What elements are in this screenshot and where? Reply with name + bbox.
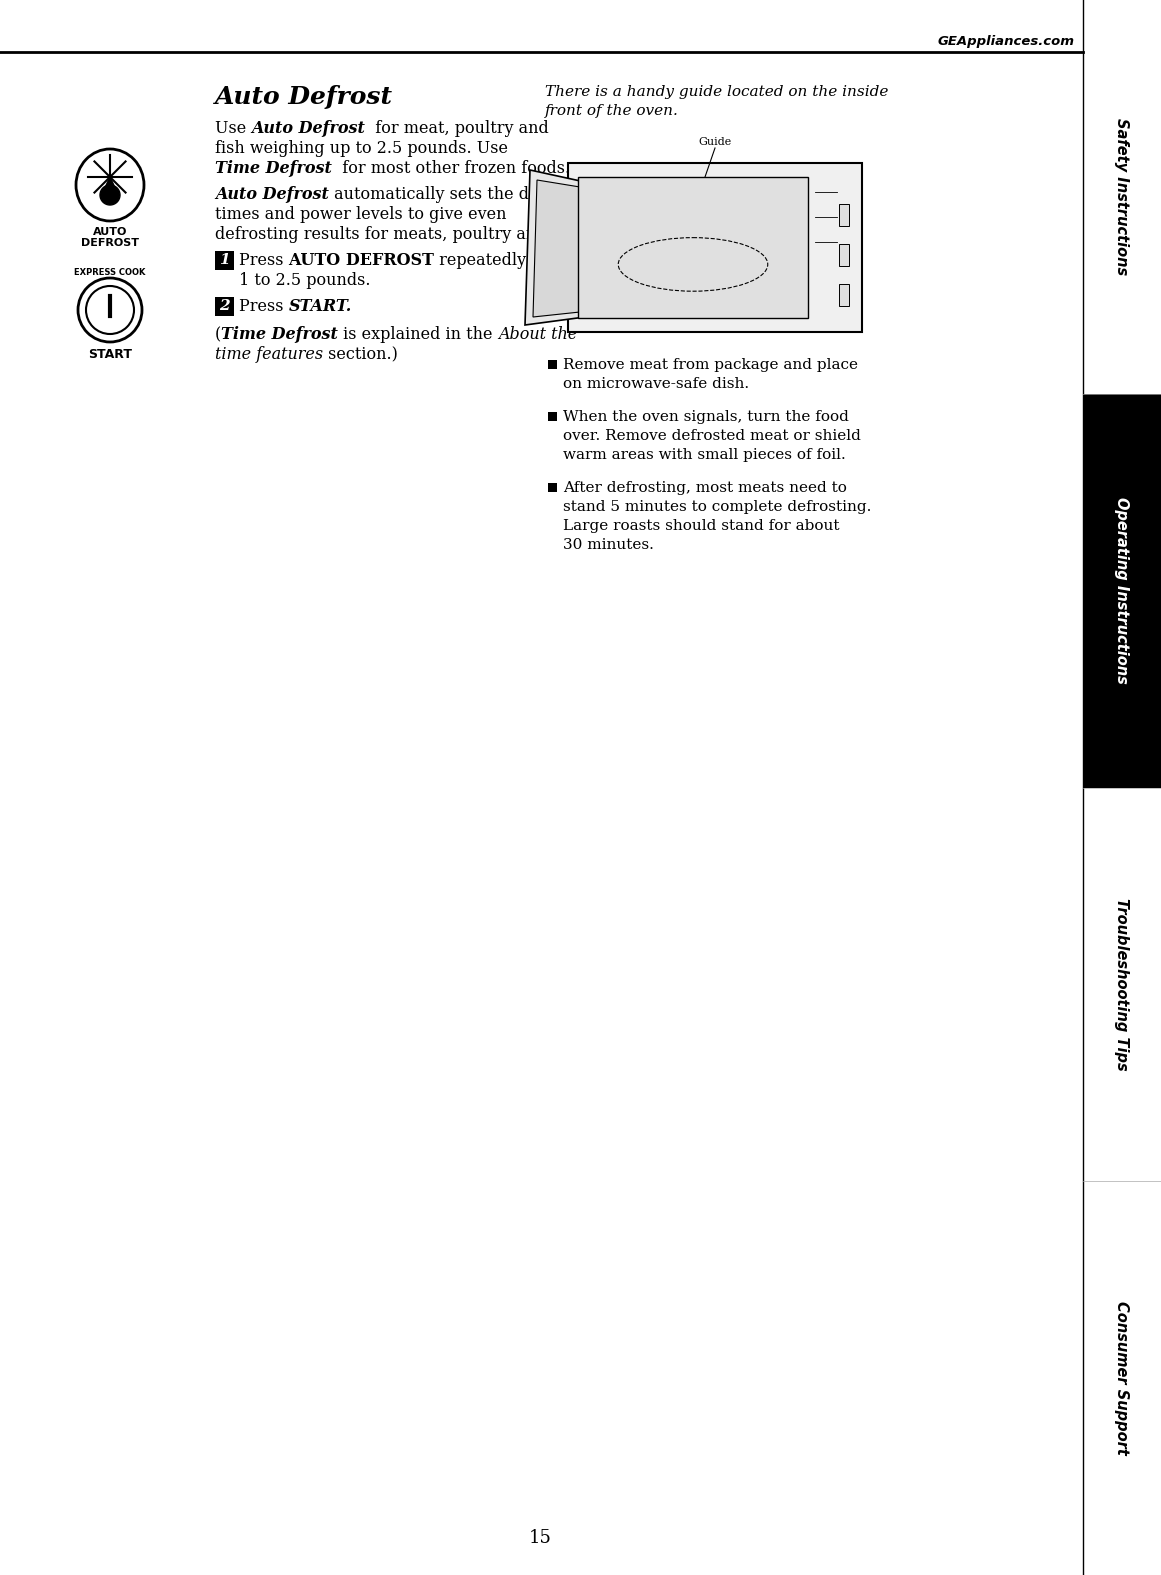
Polygon shape bbox=[103, 176, 117, 192]
Text: Press: Press bbox=[239, 252, 289, 269]
Text: for most other frozen foods.: for most other frozen foods. bbox=[332, 161, 570, 176]
Text: Press: Press bbox=[239, 298, 289, 315]
Text: on microwave-safe dish.: on microwave-safe dish. bbox=[563, 376, 749, 391]
Text: EXPRESS COOK: EXPRESS COOK bbox=[74, 268, 145, 277]
FancyBboxPatch shape bbox=[578, 176, 808, 318]
Text: times and power levels to give even: times and power levels to give even bbox=[215, 206, 506, 224]
Text: There is a handy guide located on the inside
front of the oven.: There is a handy guide located on the in… bbox=[545, 85, 888, 118]
Text: Auto Defrost: Auto Defrost bbox=[215, 85, 394, 109]
Text: After defrosting, most meats need to: After defrosting, most meats need to bbox=[563, 480, 846, 495]
Text: Large roasts should stand for about: Large roasts should stand for about bbox=[563, 520, 839, 532]
Text: is explained in the: is explained in the bbox=[338, 326, 498, 343]
Text: Time Defrost: Time Defrost bbox=[215, 161, 332, 176]
Circle shape bbox=[100, 184, 120, 205]
FancyBboxPatch shape bbox=[839, 244, 849, 266]
FancyBboxPatch shape bbox=[839, 284, 849, 306]
Text: warm areas with small pieces of foil.: warm areas with small pieces of foil. bbox=[563, 447, 845, 461]
Text: 1 to 2.5 pounds.: 1 to 2.5 pounds. bbox=[239, 272, 370, 288]
Text: START: START bbox=[88, 348, 132, 361]
FancyBboxPatch shape bbox=[548, 484, 557, 491]
FancyBboxPatch shape bbox=[568, 162, 861, 332]
FancyBboxPatch shape bbox=[839, 205, 849, 225]
Text: repeatedly to select: repeatedly to select bbox=[434, 252, 601, 269]
Text: Troubleshooting Tips: Troubleshooting Tips bbox=[1115, 898, 1130, 1071]
Text: Remove meat from package and place: Remove meat from package and place bbox=[563, 358, 858, 372]
Polygon shape bbox=[533, 180, 580, 317]
FancyBboxPatch shape bbox=[215, 298, 235, 317]
FancyBboxPatch shape bbox=[548, 361, 557, 369]
FancyBboxPatch shape bbox=[1083, 0, 1161, 394]
Text: stand 5 minutes to complete defrosting.: stand 5 minutes to complete defrosting. bbox=[563, 499, 872, 513]
Text: Consumer Support: Consumer Support bbox=[1115, 1301, 1130, 1455]
Text: 15: 15 bbox=[529, 1529, 551, 1547]
FancyBboxPatch shape bbox=[1083, 394, 1161, 788]
Text: 2: 2 bbox=[219, 299, 230, 313]
Text: for meat, poultry and: for meat, poultry and bbox=[366, 120, 549, 137]
Text: defrosting results for meats, poultry and fish.: defrosting results for meats, poultry an… bbox=[215, 225, 586, 243]
Text: About the: About the bbox=[498, 326, 577, 343]
Text: AUTO
DEFROST: AUTO DEFROST bbox=[81, 227, 139, 247]
Text: Auto Defrost: Auto Defrost bbox=[215, 186, 329, 203]
Text: 30 minutes.: 30 minutes. bbox=[563, 539, 654, 551]
FancyBboxPatch shape bbox=[548, 413, 557, 421]
Text: section.): section.) bbox=[323, 346, 398, 362]
Text: 1: 1 bbox=[219, 254, 230, 268]
Text: Time Defrost: Time Defrost bbox=[222, 326, 338, 343]
Text: GEAppliances.com: GEAppliances.com bbox=[938, 36, 1075, 49]
Text: Use: Use bbox=[215, 120, 252, 137]
Text: When the oven signals, turn the food: When the oven signals, turn the food bbox=[563, 410, 849, 424]
Text: fish weighing up to 2.5 pounds. Use: fish weighing up to 2.5 pounds. Use bbox=[215, 140, 509, 158]
Text: Safety Instructions: Safety Instructions bbox=[1115, 118, 1130, 276]
Text: Guide: Guide bbox=[699, 137, 731, 146]
Text: Operating Instructions: Operating Instructions bbox=[1115, 498, 1130, 684]
Polygon shape bbox=[525, 170, 585, 324]
Text: (: ( bbox=[215, 326, 222, 343]
FancyBboxPatch shape bbox=[1083, 1181, 1161, 1575]
Text: automatically sets the defrosting: automatically sets the defrosting bbox=[329, 186, 603, 203]
Text: AUTO DEFROST: AUTO DEFROST bbox=[289, 252, 434, 269]
Text: time features: time features bbox=[215, 346, 323, 362]
Text: START.: START. bbox=[289, 298, 352, 315]
FancyBboxPatch shape bbox=[215, 250, 235, 269]
Text: over. Remove defrosted meat or shield: over. Remove defrosted meat or shield bbox=[563, 428, 860, 443]
Text: Auto Defrost: Auto Defrost bbox=[252, 120, 366, 137]
FancyBboxPatch shape bbox=[1083, 788, 1161, 1181]
